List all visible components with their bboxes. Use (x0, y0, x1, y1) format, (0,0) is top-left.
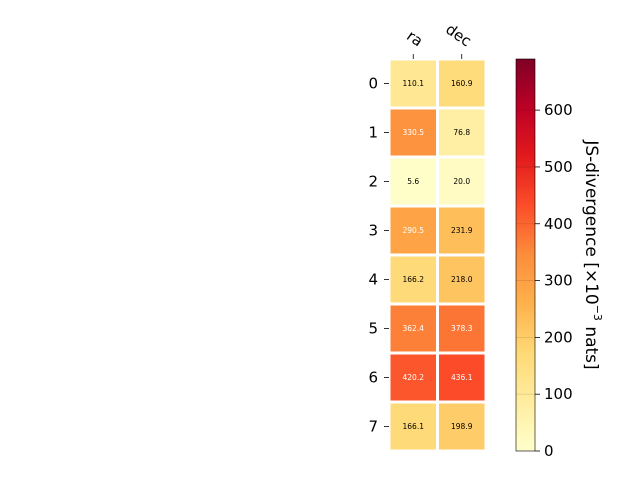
cell-value-label: 330.5 (403, 128, 425, 137)
cell-value-label: 231.9 (451, 226, 473, 235)
cell-value-label: 166.1 (403, 422, 425, 431)
row-tick-label: 6 (368, 369, 378, 387)
row-tick-label: 7 (368, 418, 378, 436)
colorbar-tick-label: 400 (544, 215, 573, 233)
colorbar-tick-label: 500 (544, 158, 573, 176)
cell-value-label: 436.1 (451, 373, 473, 382)
column-tick-label: dec (442, 20, 474, 50)
heatmap-cell (436, 253, 488, 306)
colorbar-ticks: 0 100 200 300 400 500 600 (516, 101, 573, 460)
colorbar: 0 100 200 300 400 500 600 JS-divergence [×10−3… (515, 58, 604, 460)
cell-value-label: 160.9 (451, 79, 473, 88)
column-axis: ra dec (403, 20, 475, 59)
heatmap-cell (436, 106, 488, 159)
cell-value-label: 420.2 (403, 373, 425, 382)
row-tick-label: 1 (368, 124, 378, 142)
cell-value-label: 20.0 (453, 177, 470, 186)
heatmap-cell (436, 155, 488, 208)
cell-value-label: 218.0 (451, 275, 473, 284)
row-tick-label: 5 (368, 320, 378, 338)
colorbar-tick-label: 600 (544, 101, 573, 119)
cell-value-label: 166.2 (403, 275, 425, 284)
row-axis: 0 1 2 3 4 5 6 7 (368, 75, 389, 436)
row-tick-label: 2 (368, 173, 378, 191)
heatmap-grid: 110.1 160.9 330.5 76.8 5.6 20.0 290.5 231.9 166.… (387, 57, 488, 453)
colorbar-tick-label: 0 (544, 442, 554, 460)
cell-value-label: 290.5 (403, 226, 425, 235)
cell-value-label: 362.4 (403, 324, 425, 333)
row-tick-label: 3 (368, 222, 378, 240)
colorbar-tick-label: 200 (544, 328, 573, 346)
heatmap-cell (436, 204, 488, 257)
cell-value-label: 198.9 (451, 422, 473, 431)
colorbar-gradient (515, 58, 536, 452)
cell-value-label: 110.1 (403, 79, 425, 88)
heatmap-cell (436, 400, 488, 453)
cell-value-label: 5.6 (407, 177, 419, 186)
colorbar-label: JS-divergence [×10−3 nats] (581, 139, 604, 369)
cell-value-label: 378.3 (451, 324, 473, 333)
row-tick-label: 0 (368, 75, 378, 93)
colorbar-tick-label: 100 (544, 385, 573, 403)
column-tick-label: ra (403, 27, 426, 51)
colorbar-tick-label: 300 (544, 272, 573, 290)
cell-value-label: 76.8 (453, 128, 470, 137)
row-tick-label: 4 (368, 271, 378, 289)
